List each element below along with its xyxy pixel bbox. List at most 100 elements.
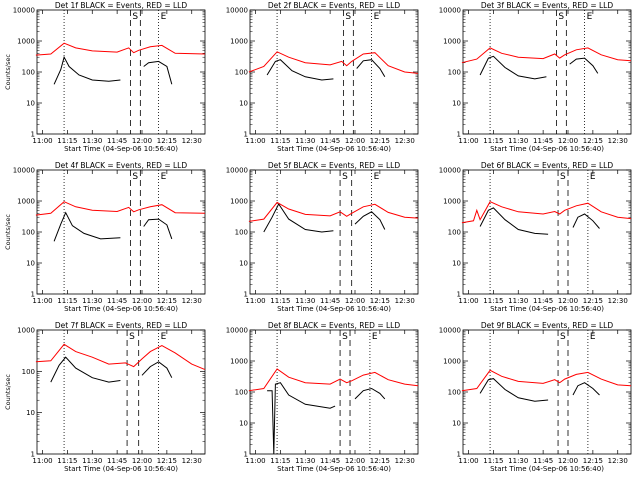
y-axis-label: Counts/sec	[4, 54, 12, 90]
x-tick-label: 12:15	[157, 457, 177, 465]
x-tick-label: 11:30	[295, 297, 315, 305]
x-tick-label: 12:15	[370, 137, 390, 145]
x-tick-label: 11:00	[245, 137, 265, 145]
x-tick-label: 12:00	[345, 137, 365, 145]
series-line-events-2	[143, 60, 173, 85]
series-line-events	[479, 55, 547, 80]
y-tick-label: 100	[235, 389, 248, 397]
y-tick-label: 100	[22, 229, 35, 237]
y-tick-label: 1	[244, 131, 248, 139]
x-tick-label: 12:00	[558, 137, 578, 145]
x-tick-label: 12:30	[608, 297, 628, 305]
y-tick-label: 100	[235, 229, 248, 237]
y-tick-label: 1	[244, 451, 248, 459]
x-tick-label: 11:15	[483, 297, 503, 305]
series-line-events-2	[569, 57, 599, 74]
y-tick-label: 1	[31, 131, 35, 139]
x-tick-label: 11:00	[245, 457, 265, 465]
x-tick-label: 11:45	[533, 457, 553, 465]
x-tick-label: 11:30	[508, 297, 528, 305]
y-tick-label: 1000	[230, 198, 248, 206]
series-line-events-2	[356, 59, 386, 78]
y-tick-label: 10000	[226, 327, 248, 335]
panel-6: Det 6f BLACK = Events, RED = LLD 1 10 100 10…	[439, 161, 632, 313]
plot-frame	[249, 9, 419, 135]
plot-frame	[462, 169, 632, 295]
x-tick-label: 12:15	[157, 137, 177, 145]
x-axis-label: Start Time (04-Sep-06 10:56:40)	[490, 305, 604, 313]
marker-label: E	[161, 172, 167, 182]
y-tick-label: 10000	[439, 7, 461, 15]
series-line-lld	[248, 368, 419, 392]
chart-title: Det 6f BLACK = Events, RED = LLD	[481, 161, 614, 170]
y-tick-label: 1	[457, 451, 461, 459]
x-tick-label: 11:45	[107, 297, 127, 305]
y-tick-label: 1000	[17, 327, 35, 335]
x-tick-label: 12:00	[132, 297, 152, 305]
series-line-events-2	[143, 218, 173, 240]
x-tick-label: 12:15	[370, 297, 390, 305]
x-tick-label: 11:00	[458, 457, 478, 465]
x-tick-label: 11:00	[32, 297, 52, 305]
y-tick-label: 10	[452, 260, 461, 268]
y-tick-label: 10000	[439, 167, 461, 175]
x-tick-label: 11:15	[270, 297, 290, 305]
y-tick-label: 100	[448, 69, 461, 77]
series-line-lld	[248, 51, 419, 74]
marker-label: S	[342, 172, 348, 182]
marker-label: S	[560, 332, 566, 342]
series-line-events	[50, 356, 121, 383]
chart-title: Det 1f BLACK = Events, RED = LLD	[55, 1, 188, 10]
x-axis-label: Start Time (04-Sep-06 10:56:40)	[64, 465, 178, 473]
y-tick-label: 10000	[13, 7, 35, 15]
x-tick-label: 12:30	[395, 137, 415, 145]
marker-label: E	[372, 332, 378, 342]
y-tick-label: 1000	[443, 38, 461, 46]
series-line-lld	[461, 47, 632, 64]
y-tick-label: 10	[239, 260, 248, 268]
x-tick-label: 11:15	[483, 137, 503, 145]
y-axis-label: Counts/sec	[4, 214, 12, 250]
marker-label: E	[590, 172, 596, 182]
x-axis-label: Start Time (04-Sep-06 10:56:40)	[277, 145, 391, 153]
series-line-lld	[461, 201, 632, 224]
chart-title: Det 2f BLACK = Events, RED = LLD	[268, 1, 401, 10]
x-tick-label: 11:45	[107, 457, 127, 465]
y-tick-label: 1000	[443, 198, 461, 206]
panel-3: Det 3f BLACK = Events, RED = LLD 1 10 100 10…	[439, 1, 632, 153]
y-tick-label: 10	[452, 100, 461, 108]
marker-label: S	[560, 172, 566, 182]
chart-title: Det 3f BLACK = Events, RED = LLD	[481, 1, 614, 10]
y-tick-label: 10	[239, 420, 248, 428]
marker-label: E	[587, 12, 593, 22]
marker-label: E	[161, 332, 167, 342]
series-line-events	[479, 207, 549, 235]
x-tick-label: 11:15	[57, 457, 77, 465]
x-tick-label: 11:30	[82, 457, 102, 465]
series-line-events	[479, 378, 549, 402]
series-line-events-2	[354, 211, 386, 230]
panel-9: Det 9f BLACK = Events, RED = LLD 1 10 100 10…	[439, 321, 632, 473]
x-tick-label: 11:15	[270, 457, 290, 465]
x-tick-label: 12:00	[558, 297, 578, 305]
x-tick-label: 12:00	[132, 137, 152, 145]
panel-7: Det 7f BLACK = Events, RED = LLD 1 10 100 10…	[4, 321, 206, 473]
series-line-events	[263, 203, 334, 233]
x-tick-label: 11:30	[508, 137, 528, 145]
y-tick-label: 1000	[230, 38, 248, 46]
x-tick-label: 12:30	[182, 457, 202, 465]
x-tick-label: 12:30	[608, 137, 628, 145]
marker-label: S	[129, 332, 135, 342]
x-axis-label: Start Time (04-Sep-06 10:56:40)	[64, 305, 178, 313]
y-tick-label: 1000	[17, 38, 35, 46]
y-axis-label: Counts/sec	[4, 374, 12, 410]
x-tick-label: 11:00	[458, 297, 478, 305]
marker-label: E	[374, 12, 380, 22]
series-line-lld	[35, 201, 206, 216]
y-tick-label: 100	[448, 389, 461, 397]
x-tick-label: 11:15	[483, 457, 503, 465]
x-axis-label: Start Time (04-Sep-06 10:56:40)	[277, 305, 391, 313]
x-axis-label: Start Time (04-Sep-06 10:56:40)	[490, 145, 604, 153]
x-tick-label: 12:30	[182, 297, 202, 305]
series-line-events	[266, 59, 334, 81]
